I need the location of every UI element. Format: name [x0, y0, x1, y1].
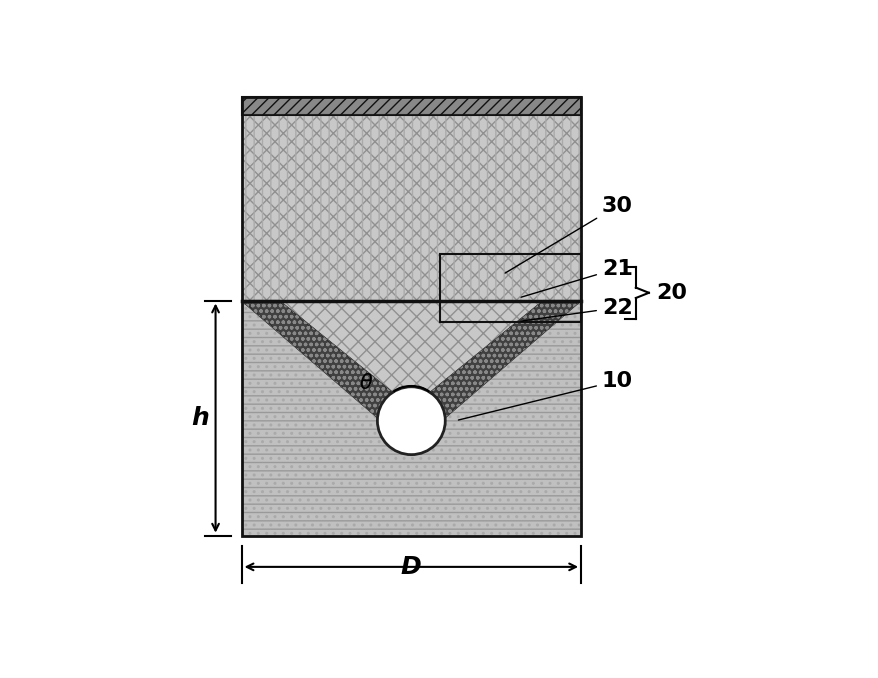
- Polygon shape: [241, 97, 580, 300]
- Text: h: h: [191, 406, 209, 430]
- Text: 30: 30: [505, 196, 632, 273]
- Polygon shape: [241, 300, 580, 447]
- Circle shape: [377, 386, 445, 455]
- Polygon shape: [241, 97, 580, 115]
- Text: D: D: [400, 555, 421, 579]
- Text: 22: 22: [521, 298, 632, 321]
- Text: 20: 20: [656, 283, 687, 303]
- Text: 10: 10: [458, 371, 632, 420]
- Polygon shape: [241, 300, 580, 407]
- Text: $\theta$: $\theta$: [359, 374, 373, 393]
- Text: 21: 21: [521, 258, 632, 297]
- Polygon shape: [241, 300, 580, 536]
